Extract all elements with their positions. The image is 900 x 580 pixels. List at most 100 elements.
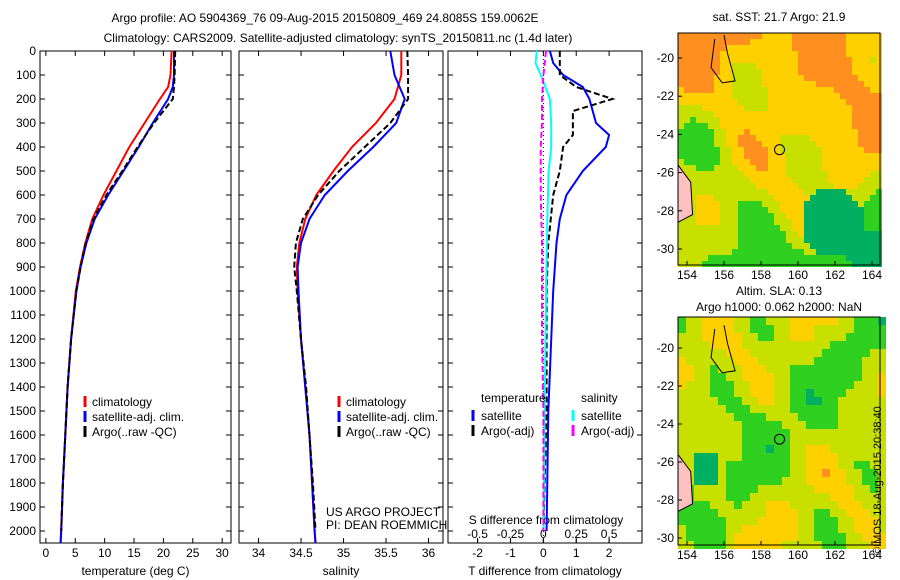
map-cell	[726, 111, 732, 117]
map-cell	[864, 189, 870, 195]
y-tick-label: 1500	[9, 404, 36, 418]
map-cell	[766, 325, 774, 333]
map-cell	[804, 141, 810, 147]
map-cell	[854, 517, 862, 525]
map-cell	[792, 135, 798, 141]
map-cell	[846, 75, 852, 81]
map-cell	[810, 105, 816, 111]
map-cell	[804, 81, 810, 87]
map-cell	[846, 517, 854, 525]
map-cell	[790, 397, 798, 405]
map-cell	[780, 51, 786, 57]
map-cell	[858, 183, 864, 189]
map-cell	[718, 429, 726, 437]
map-cell	[816, 51, 822, 57]
map-cell	[822, 517, 830, 525]
map-cell	[744, 105, 750, 111]
map-cell	[774, 421, 782, 429]
map-cell	[786, 111, 792, 117]
map-cell	[878, 437, 886, 445]
map-cell	[864, 99, 870, 105]
map-cell	[734, 373, 742, 381]
map-cell	[678, 39, 684, 45]
map-cell	[806, 485, 814, 493]
map-cell	[822, 141, 828, 147]
map-cell	[852, 147, 858, 153]
map-cell	[816, 129, 822, 135]
map-cell	[738, 33, 744, 39]
map-cell	[786, 141, 792, 147]
map-cell	[726, 509, 734, 517]
map-cell	[720, 129, 726, 135]
map-cell	[854, 381, 862, 389]
map-cell	[690, 123, 696, 129]
map-cell	[758, 381, 766, 389]
map-cell	[768, 39, 774, 45]
map-cell	[738, 201, 744, 207]
map-cell	[780, 87, 786, 93]
map-cell	[756, 219, 762, 225]
map-cell	[750, 373, 758, 381]
map-cell	[720, 255, 726, 261]
map-cell	[864, 33, 870, 39]
map-cell	[744, 93, 750, 99]
map-cell	[774, 111, 780, 117]
map-cell	[718, 493, 726, 501]
map-cell	[810, 243, 816, 249]
map-cell	[806, 533, 814, 541]
map-cell	[714, 135, 720, 141]
map-cell	[750, 225, 756, 231]
map-cell	[696, 69, 702, 75]
map-cell	[828, 81, 834, 87]
map-cell	[702, 249, 708, 255]
map-cell	[768, 123, 774, 129]
lon-tick-label: 160	[788, 268, 808, 282]
map-cell	[726, 99, 732, 105]
map-cell	[834, 57, 840, 63]
map-cell	[734, 325, 742, 333]
map-cell	[858, 51, 864, 57]
map-cell	[734, 389, 742, 397]
map-cell	[750, 405, 758, 413]
map-cell	[758, 461, 766, 469]
map-cell	[696, 189, 702, 195]
map-cell	[690, 255, 696, 261]
map-cell	[870, 509, 878, 517]
map-cell	[780, 123, 786, 129]
map-cell	[750, 477, 758, 485]
map-cell	[876, 33, 882, 39]
map-cell	[762, 75, 768, 81]
map-cell	[816, 177, 822, 183]
map-cell	[870, 69, 876, 75]
map-cell	[694, 525, 702, 533]
map-cell	[774, 69, 780, 75]
map-cell	[678, 261, 684, 267]
y-tick-label: 700	[16, 212, 36, 226]
argo-float-marker	[774, 433, 785, 445]
map-cell	[684, 159, 690, 165]
map-cell	[814, 509, 822, 517]
map-cell	[762, 39, 768, 45]
map-cell	[734, 349, 742, 357]
map-cell	[726, 135, 732, 141]
map-cell	[840, 159, 846, 165]
map-cell	[720, 237, 726, 243]
map-cell	[720, 57, 726, 63]
map-cell	[838, 517, 846, 525]
map-cell	[854, 373, 862, 381]
map-cell	[732, 51, 738, 57]
map-cell	[816, 147, 822, 153]
map-cell	[798, 517, 806, 525]
map-cell	[834, 207, 840, 213]
map-cell	[858, 45, 864, 51]
map-cell	[686, 461, 694, 469]
series-line-argo-raw-qc-	[293, 50, 410, 532]
map-cell	[838, 501, 846, 509]
map-cell	[696, 63, 702, 69]
map-cell	[846, 51, 852, 57]
map-cell	[702, 381, 710, 389]
map-cell	[814, 493, 822, 501]
map-cell	[732, 63, 738, 69]
map-cell	[870, 365, 878, 373]
map-cell	[870, 469, 878, 477]
